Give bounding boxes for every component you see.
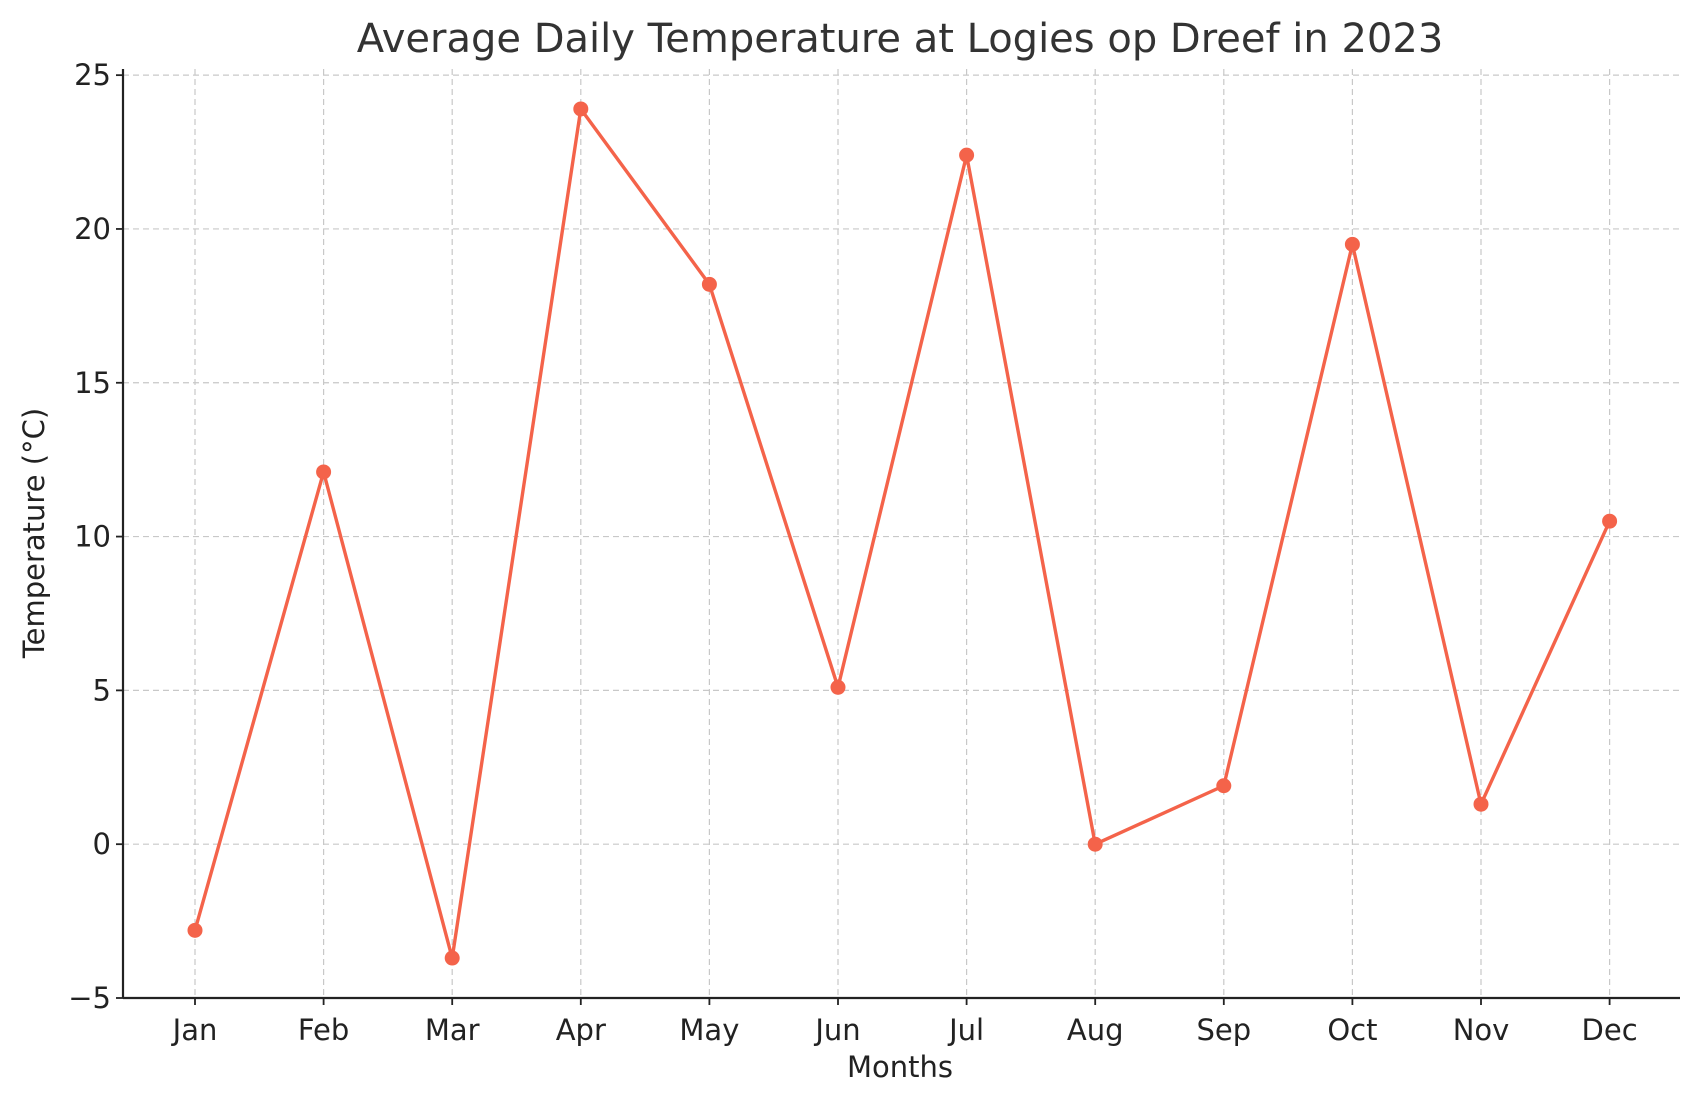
data-point-jun [830,679,846,695]
x-tick-label: Jan [171,1013,218,1047]
x-tick-label: Apr [556,1013,606,1047]
x-tick-label: May [679,1013,739,1047]
data-point-sep [1216,778,1232,794]
x-tick-label: Nov [1453,1013,1510,1047]
series-temperature [187,101,1618,966]
x-axis-label: Months [847,1050,953,1084]
data-point-jul [959,147,975,163]
tick-labels: −5 0 5 10 15 20 25 Jan Feb Mar Apr May Jun Jul Aug Sep O… [68,58,1637,1047]
data-point-apr [573,101,589,117]
y-tick-label: 5 [93,673,111,707]
y-tick-label: 10 [74,520,111,554]
data-point-nov [1473,796,1489,812]
series-line [193,107,1612,960]
x-tick-label: Jul [947,1013,984,1047]
y-tick-label: 15 [74,366,111,400]
y-tick-label: −5 [68,981,111,1015]
x-tick-label: Aug [1067,1013,1124,1047]
data-point-mar [444,950,460,966]
x-tick-label: Oct [1327,1013,1377,1047]
data-point-aug [1087,836,1103,852]
x-tick-label: Jun [813,1013,860,1047]
data-point-feb [316,464,332,480]
y-tick-label: 20 [74,212,111,246]
x-tick-label: Sep [1196,1013,1251,1047]
data-point-may [701,276,717,292]
y-axis-label: Temperature (°C) [17,408,51,659]
x-tick-label: Feb [298,1013,349,1047]
x-tick-label: Dec [1582,1013,1638,1047]
data-point-dec [1602,513,1618,529]
y-tick-label: 25 [74,58,111,92]
grid-lines [123,69,1680,999]
chart-title: Average Daily Temperature at Logies op D… [357,16,1444,62]
data-point-oct [1344,236,1360,252]
y-tick-label: 0 [93,827,111,861]
axes [116,69,1680,1005]
data-point-jan [187,922,203,938]
x-tick-label: Mar [425,1013,480,1047]
